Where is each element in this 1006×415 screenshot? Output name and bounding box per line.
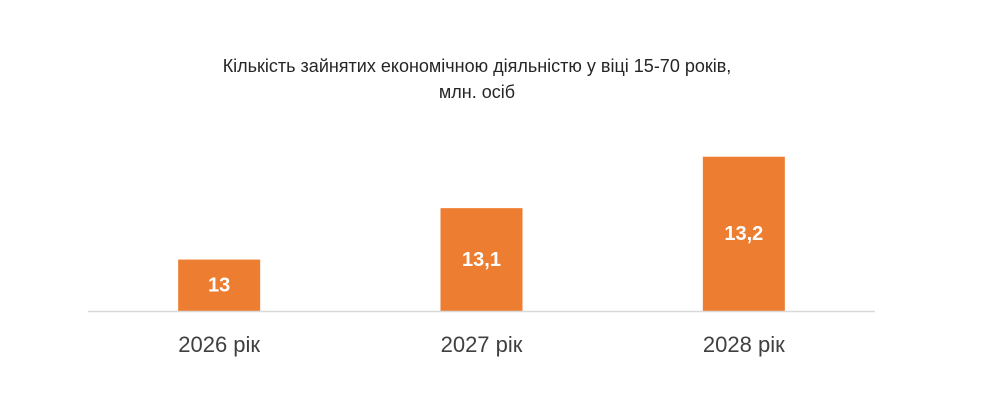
chart-title: Кількість зайнятих економічною діяльніст… (223, 56, 732, 76)
bar (440, 208, 523, 311)
chart-title: млн. осіб (439, 82, 515, 102)
x-tick-label: 2027 рік (441, 332, 523, 357)
data-label: 13,1 (462, 249, 501, 271)
x-tick-label: 2026 рік (178, 332, 260, 357)
x-tick-label: 2028 рік (703, 332, 785, 357)
bar (178, 259, 261, 311)
data-label: 13 (208, 275, 230, 297)
data-label: 13,2 (724, 223, 763, 245)
bar (702, 156, 785, 311)
